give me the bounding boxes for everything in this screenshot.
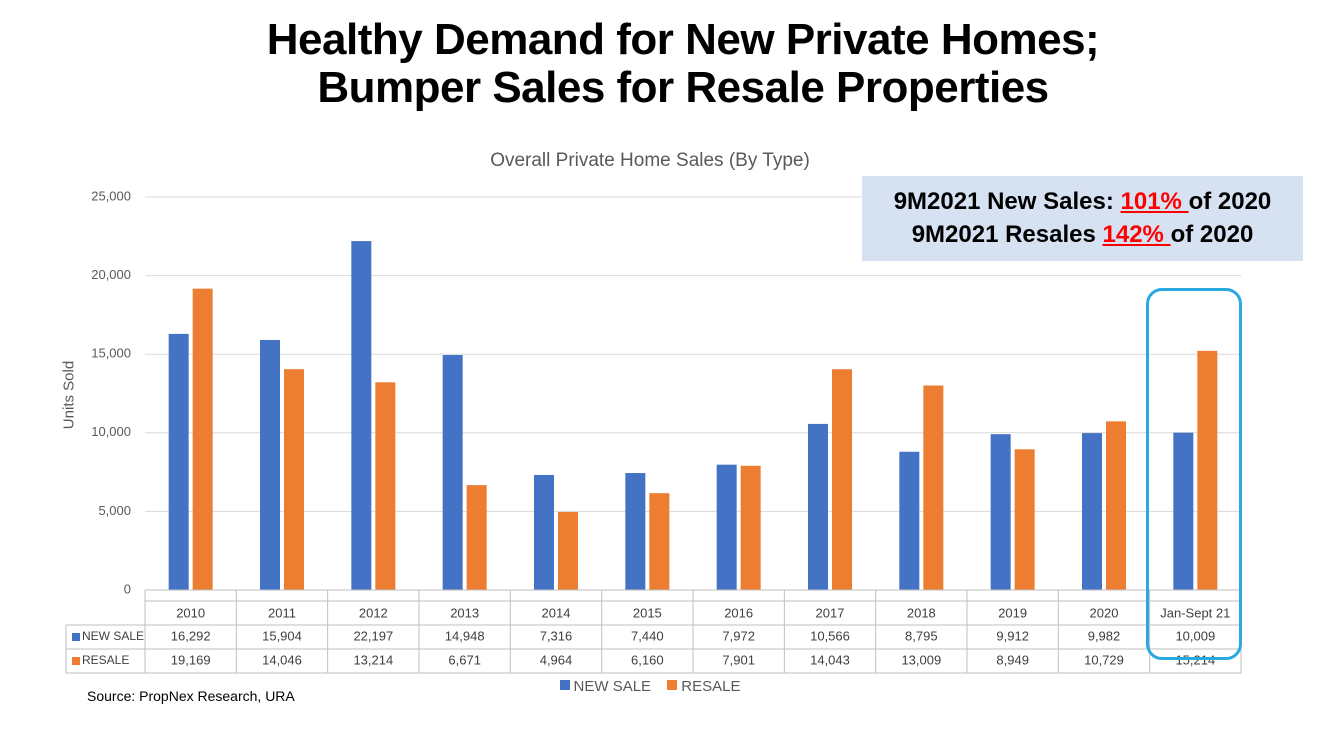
- table-swatch-new-sale: [72, 633, 80, 641]
- x-tick-label-2014: 2014: [542, 605, 571, 620]
- data-label-new-sale-2017: 10,566: [810, 628, 850, 643]
- legend-item-new-sale: NEW SALE: [559, 678, 652, 695]
- x-tick-label-2020: 2020: [1090, 605, 1119, 620]
- x-tick-label-2013: 2013: [450, 605, 479, 620]
- bar-new-sale-jan-sept-21: [1173, 432, 1194, 590]
- data-label-new-sale-2015: 7,440: [631, 628, 664, 643]
- callout-line-2: 9M2021 Resales 142% of 2020: [862, 218, 1303, 251]
- bar-new-sale-2015: [625, 473, 646, 590]
- data-label-new-sale-2016: 7,972: [722, 628, 755, 643]
- chart-legend: NEW SALE RESALE: [520, 678, 780, 695]
- data-label-resale-2020: 10,729: [1084, 652, 1124, 667]
- main-title-line-2: Bumper Sales for Resale Properties: [317, 63, 1049, 112]
- x-tick-label-2015: 2015: [633, 605, 662, 620]
- bar-new-sale-2010: [168, 333, 189, 590]
- x-tick-label-2011: 2011: [268, 605, 296, 620]
- bar-resale-2010: [192, 288, 213, 590]
- legend-label-resale: RESALE: [681, 678, 741, 695]
- callout-line-1-suffix: of 2020: [1188, 188, 1272, 215]
- y-tick-label-15000: 15,000: [91, 346, 131, 361]
- data-label-new-sale-2012: 22,197: [353, 628, 393, 643]
- bar-resale-2011: [284, 369, 304, 590]
- x-tick-label-2016: 2016: [724, 605, 753, 620]
- bar-resale-2020: [1106, 421, 1126, 590]
- y-tick-label-0: 0: [124, 581, 131, 596]
- legend-item-resale: RESALE: [667, 678, 740, 695]
- y-tick-label-10000: 10,000: [91, 424, 131, 439]
- highlight-box-jan-sept-21: [1146, 288, 1242, 660]
- chart-title: Overall Private Home Sales (By Type): [490, 150, 810, 171]
- bar-resale-2018: [923, 385, 944, 590]
- callout-line-2-prefix: 9M2021 Resales: [911, 221, 1103, 248]
- bar-resale-2016: [740, 465, 761, 590]
- y-tick-label-20000: 20,000: [91, 267, 131, 282]
- legend-label-new-sale: NEW SALE: [573, 678, 652, 695]
- data-label-new-sale-2013: 14,948: [445, 628, 485, 643]
- data-label-new-sale-2011: 15,904: [262, 628, 302, 643]
- bar-resale-2017: [832, 369, 852, 590]
- callout-line-1: 9M2021 New Sales: 101% of 2020: [862, 185, 1303, 218]
- bar-new-sale-2016: [716, 464, 737, 590]
- y-tick-label-25000: 25,000: [91, 188, 131, 203]
- bar-new-sale-2013: [442, 355, 463, 590]
- bar-new-sale-2014: [534, 474, 554, 590]
- bar-resale-2019: [1014, 449, 1035, 590]
- y-tick-label-5000: 5,000: [98, 503, 131, 518]
- data-label-resale-2011: 14,046: [262, 652, 302, 667]
- table-series-name-resale: RESALE: [82, 653, 129, 667]
- bar-resale-2013: [466, 485, 487, 590]
- legend-swatch-resale: [667, 680, 678, 690]
- data-label-new-sale-2010: 16,292: [171, 628, 211, 643]
- table-series-name-new-sale: NEW SALE: [82, 629, 144, 643]
- callout-new-sales-percent: 101%: [1120, 188, 1189, 215]
- x-tick-label-2018: 2018: [907, 605, 936, 620]
- data-label-new-sale-2019: 9,912: [996, 628, 1029, 643]
- bar-resale-2014: [558, 511, 578, 590]
- source-note: Source: PropNex Research, URA: [87, 688, 295, 704]
- bar-new-sale-2012: [351, 241, 372, 590]
- bar-new-sale-2017: [808, 423, 828, 590]
- bar-resale-2015: [649, 493, 670, 590]
- legend-swatch-new-sale: [559, 680, 570, 690]
- data-label-resale-2014: 4,964: [540, 652, 573, 667]
- bar-resale-jan-sept-21: [1197, 350, 1218, 590]
- table-swatch-resale: [72, 657, 80, 665]
- bar-resale-2012: [375, 382, 396, 590]
- data-label-resale-2016: 7,901: [722, 652, 755, 667]
- data-label-new-sale-2020: 9,982: [1088, 628, 1121, 643]
- data-label-resale-2019: 8,949: [996, 652, 1029, 667]
- callout-line-2-suffix: of 2020: [1170, 221, 1254, 248]
- bar-new-sale-2011: [260, 339, 280, 590]
- data-label-new-sale-jan-sept-21: 10,009: [1175, 628, 1215, 643]
- main-title: Healthy Demand for New Private Homes; Bu…: [0, 16, 1326, 112]
- bar-new-sale-2018: [899, 451, 920, 590]
- x-tick-label-jan-sept-21: Jan-Sept 21: [1160, 605, 1230, 620]
- x-tick-label-2017: 2017: [816, 605, 845, 620]
- data-label-resale-2015: 6,160: [631, 652, 664, 667]
- callout-line-1-prefix: 9M2021 New Sales:: [893, 188, 1121, 215]
- x-tick-label-2012: 2012: [359, 605, 388, 620]
- data-label-resale-2018: 13,009: [901, 652, 941, 667]
- data-label-new-sale-2014: 7,316: [540, 628, 573, 643]
- data-label-new-sale-2018: 8,795: [905, 628, 938, 643]
- data-label-resale-2012: 13,214: [353, 652, 393, 667]
- data-label-resale-2017: 14,043: [810, 652, 850, 667]
- bar-new-sale-2019: [990, 434, 1011, 590]
- bar-new-sale-2020: [1082, 433, 1102, 590]
- x-tick-label-2010: 2010: [176, 605, 205, 620]
- data-label-resale-2010: 19,169: [171, 652, 211, 667]
- callout-box: 9M2021 New Sales: 101% of 2020 9M2021 Re…: [862, 176, 1303, 261]
- x-tick-label-2019: 2019: [998, 605, 1027, 620]
- main-title-line-1: Healthy Demand for New Private Homes;: [266, 15, 1100, 64]
- callout-resales-percent: 142%: [1102, 221, 1171, 248]
- data-label-resale-2013: 6,671: [448, 652, 481, 667]
